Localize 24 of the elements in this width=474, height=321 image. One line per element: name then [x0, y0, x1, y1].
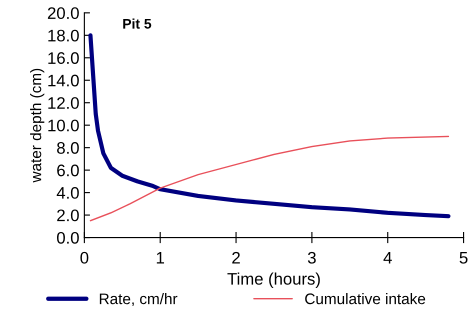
- x-tick-label: 0: [80, 252, 88, 264]
- y-tick-label: 20.0: [48, 7, 79, 20]
- legend-label: Rate, cm/hr: [100, 293, 178, 306]
- line-series: [90, 136, 450, 222]
- y-tick-label: 12.0: [48, 97, 79, 109]
- y-axis-title: water depth (cm): [30, 68, 44, 183]
- x-axis-title: Time (hours): [227, 272, 320, 288]
- y-tick-label: 2.0: [57, 209, 79, 222]
- y-tick-label: 18.0: [48, 30, 79, 42]
- y-tick-label: 4.0: [56, 187, 79, 199]
- x-tick-label: 2: [232, 252, 240, 264]
- y-tick-label: 10.0: [48, 120, 79, 132]
- x-tick-label: 3: [308, 252, 316, 264]
- legend-label: Cumulative intake: [305, 293, 426, 304]
- y-tick-label: 14.0: [48, 74, 79, 86]
- y-tick-label: 8.0: [57, 142, 79, 154]
- x-tick-label: 5: [460, 252, 468, 264]
- x-tick-label: 1: [156, 252, 164, 264]
- annotation: Pit 5: [123, 18, 152, 29]
- x-tick-label: 4: [383, 252, 392, 264]
- y-tick-label: 6.0: [57, 164, 79, 176]
- y-tick-label: 0.0: [56, 232, 79, 244]
- line-series: [88, 33, 450, 218]
- y-tick-label: 16.0: [48, 52, 79, 64]
